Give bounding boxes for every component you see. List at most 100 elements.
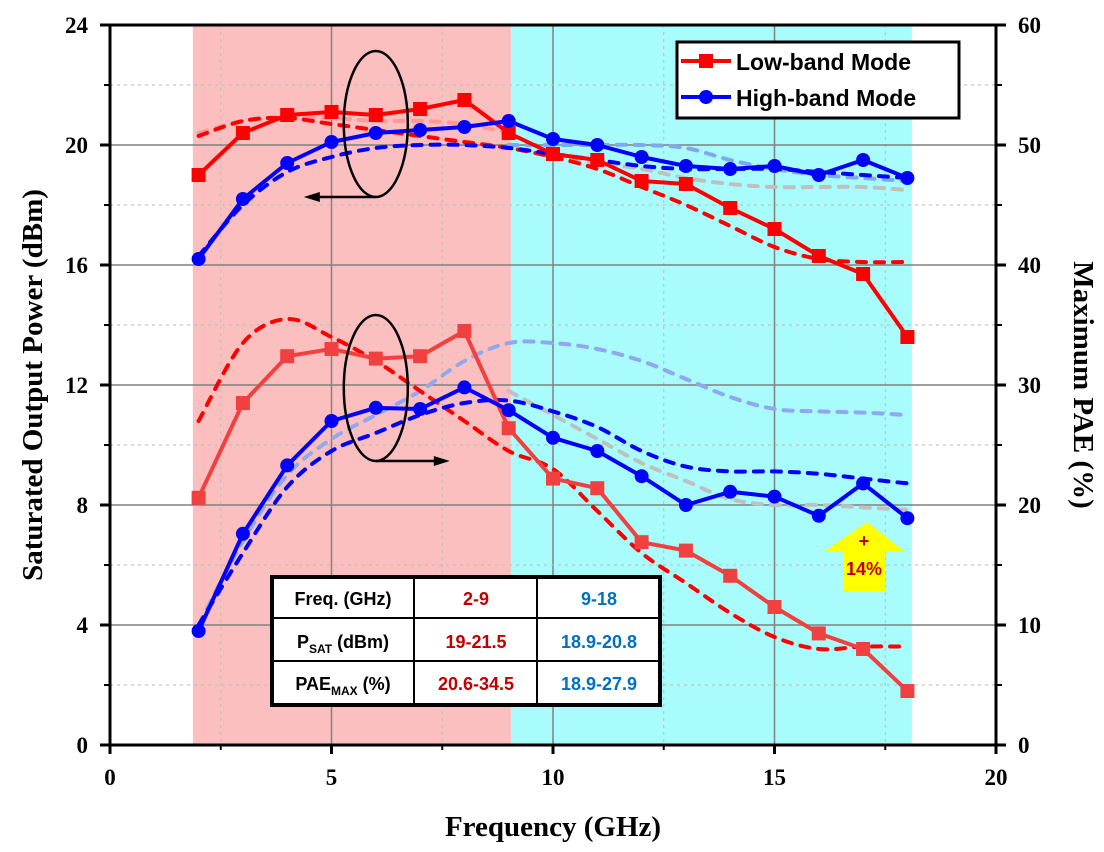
data-point-circle [723,484,738,499]
data-point-circle [235,526,250,541]
data-point-square [767,222,782,236]
table-header-high-band: 9-18 [581,589,617,609]
data-point-circle [678,498,693,512]
data-point-square [324,342,339,356]
data-point-square [457,93,472,107]
series-high-band-mode-pae [191,380,915,638]
data-point-square [767,600,782,614]
series-high-band-psat-ref [506,142,910,183]
pae-sub: MAX [331,684,358,698]
data-point-circle [501,114,516,128]
data-point-circle [811,508,826,523]
y2-tick-label: 60 [1018,13,1041,38]
x-axis-title: Frequency (GHz) [445,811,661,843]
x-tick-label: 10 [542,765,565,790]
y-axis-title: Saturated Output Power (dBm) [17,189,49,581]
data-point-square [324,105,339,119]
y-tick-label: 8 [77,493,89,518]
legend: Low-band Mode High-band Mode [675,40,961,120]
data-point-circle [900,511,915,526]
data-point-circle [678,159,693,173]
data-point-square [280,349,295,364]
legend-marker-circle [699,90,713,104]
data-point-circle [280,458,295,473]
y2-tick-label: 20 [1018,493,1041,518]
data-point-square [634,174,649,188]
y2-tick-label: 0 [1018,733,1030,758]
psat-sub: SAT [309,642,333,656]
series-line [506,142,910,183]
psat-rest: (dBm) [332,632,389,652]
x-tick-label: 0 [104,765,116,790]
data-point-circle [546,430,560,445]
y2-tick-label: 30 [1018,373,1041,398]
summary-table-border [270,575,662,707]
data-point-square [191,168,206,182]
data-point-square [856,642,871,656]
data-point-circle [900,171,915,185]
series-low-band-pae-simulated [196,316,910,652]
data-point-square [723,201,738,215]
y-tick-label: 24 [65,13,89,38]
x-tick-label: 20 [985,765,1008,790]
legend-label-high-band: High-band Mode [736,85,916,111]
y2-tick-label: 10 [1018,613,1041,638]
data-point-circle [501,403,516,418]
data-point-circle [723,162,738,176]
data-point-circle [368,400,383,415]
x-tick-label: 5 [326,765,338,790]
annotations [303,49,450,466]
data-point-circle [368,126,383,140]
pae-main: PAE [295,674,331,694]
y-tick-label: 20 [65,133,88,158]
pae-rest: (%) [358,674,391,694]
series-low-band-mode-pae [191,324,915,698]
y-tick-label: 4 [77,613,89,638]
series-high-band-mode [191,114,915,266]
series-low-band-mode [191,93,915,344]
data-point-circle [546,132,560,146]
series-high-band-pae-ref [196,339,910,627]
x-tick-label: 15 [763,765,786,790]
data-point-circle [191,252,206,266]
data-point-square [856,267,871,281]
y2-tick-label: 40 [1018,253,1041,278]
legend-box [675,40,961,120]
improvement-plus: + [859,531,870,551]
data-point-square [811,249,826,263]
data-point-square [413,102,428,116]
data-point-circle [811,168,826,182]
y2-tick-label: 50 [1018,133,1041,158]
data-point-circle [235,192,250,206]
data-point-square [590,481,605,496]
data-point-square [501,421,516,436]
data-point-square [235,396,250,410]
data-point-circle [634,469,649,484]
data-point-circle [457,380,472,395]
series-layer [191,93,915,698]
legend-label-low-band: Low-band Mode [736,49,911,75]
table-row-label-psat: PSAT (dBm) [297,632,389,656]
series-line [196,142,910,258]
table-pae-low: 20.6-34.5 [438,674,514,694]
legend-marker-square [699,54,713,68]
table-header-freq: Freq. (GHz) [295,589,392,609]
series-high-band-psat-simulated [196,142,910,258]
data-point-square [191,490,206,505]
series-line [506,389,910,512]
data-point-square [678,543,693,558]
data-point-circle [324,414,339,428]
data-point-square [900,684,915,698]
data-point-square [457,324,472,338]
data-point-circle [767,489,782,504]
arrowhead-left-icon [303,192,320,202]
axes: 0 5 10 15 20 0 4 8 12 16 20 24 0 10 20 30 40 50 60 [65,13,1041,790]
summary-table: Freq. (GHz) 2-9 9-18 PSAT (dBm) 19-21.5 … [270,575,662,707]
data-point-square [546,147,560,161]
data-point-square [678,177,693,191]
data-point-circle [590,444,605,458]
up-arrow-icon [825,522,904,591]
data-point-circle [324,135,339,149]
table-pae-high: 18.9-27.9 [561,674,637,694]
y-tick-label: 0 [77,733,89,758]
